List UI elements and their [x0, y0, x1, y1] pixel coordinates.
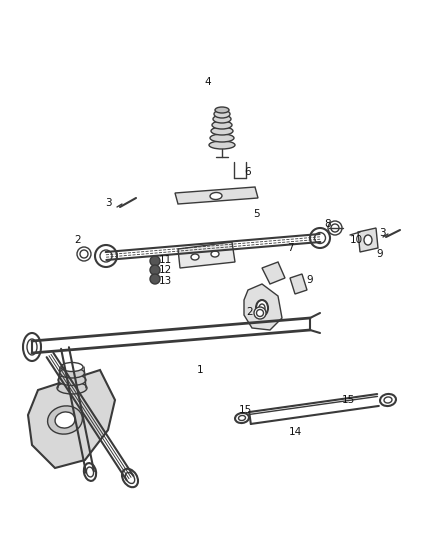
Text: 13: 13: [159, 276, 172, 286]
Ellipse shape: [61, 362, 83, 372]
Ellipse shape: [256, 300, 268, 316]
Ellipse shape: [48, 406, 82, 434]
Ellipse shape: [23, 333, 41, 361]
Text: 11: 11: [159, 255, 172, 265]
Circle shape: [150, 265, 160, 275]
Circle shape: [257, 310, 264, 317]
Text: 3: 3: [105, 198, 111, 208]
Circle shape: [150, 274, 160, 284]
Ellipse shape: [384, 397, 392, 403]
Text: 15: 15: [341, 395, 355, 405]
Ellipse shape: [58, 375, 86, 385]
Text: 2: 2: [75, 235, 81, 245]
Circle shape: [77, 247, 91, 261]
Ellipse shape: [86, 467, 94, 477]
Ellipse shape: [213, 115, 231, 123]
Polygon shape: [28, 370, 115, 468]
Ellipse shape: [380, 394, 396, 406]
Ellipse shape: [125, 473, 134, 483]
Ellipse shape: [57, 382, 87, 394]
Ellipse shape: [210, 134, 234, 142]
Text: 6: 6: [245, 167, 251, 177]
Text: 7: 7: [287, 243, 293, 253]
Ellipse shape: [239, 416, 245, 421]
Text: 14: 14: [288, 427, 302, 437]
Polygon shape: [358, 228, 378, 252]
Ellipse shape: [214, 110, 230, 118]
Circle shape: [100, 250, 112, 262]
Polygon shape: [178, 242, 235, 268]
Polygon shape: [290, 274, 307, 294]
Ellipse shape: [235, 413, 249, 423]
Ellipse shape: [60, 368, 85, 378]
Text: 9: 9: [307, 275, 313, 285]
Text: 4: 4: [205, 77, 211, 87]
Ellipse shape: [209, 141, 235, 149]
Text: 2: 2: [247, 307, 253, 317]
Ellipse shape: [212, 121, 232, 129]
Text: 1: 1: [197, 365, 203, 375]
Circle shape: [314, 232, 325, 244]
Ellipse shape: [84, 463, 96, 481]
Text: 3: 3: [379, 228, 385, 238]
Circle shape: [254, 307, 266, 319]
Ellipse shape: [211, 127, 233, 135]
Text: 10: 10: [350, 235, 363, 245]
Polygon shape: [244, 284, 282, 330]
Polygon shape: [262, 262, 285, 284]
Circle shape: [150, 256, 160, 266]
Ellipse shape: [27, 339, 37, 355]
Ellipse shape: [211, 251, 219, 257]
Text: 8: 8: [325, 219, 331, 229]
Ellipse shape: [55, 412, 75, 428]
Text: 15: 15: [238, 405, 251, 415]
Circle shape: [331, 224, 339, 232]
Text: 9: 9: [377, 249, 383, 259]
Circle shape: [328, 221, 342, 235]
Ellipse shape: [259, 304, 265, 312]
Ellipse shape: [364, 235, 372, 245]
Text: 12: 12: [159, 265, 172, 275]
Ellipse shape: [215, 107, 229, 113]
Ellipse shape: [191, 254, 199, 260]
Ellipse shape: [122, 469, 138, 487]
Text: 5: 5: [253, 209, 259, 219]
Circle shape: [80, 250, 88, 258]
Circle shape: [95, 245, 117, 267]
Circle shape: [310, 228, 330, 248]
Ellipse shape: [210, 192, 222, 199]
Polygon shape: [175, 187, 258, 204]
